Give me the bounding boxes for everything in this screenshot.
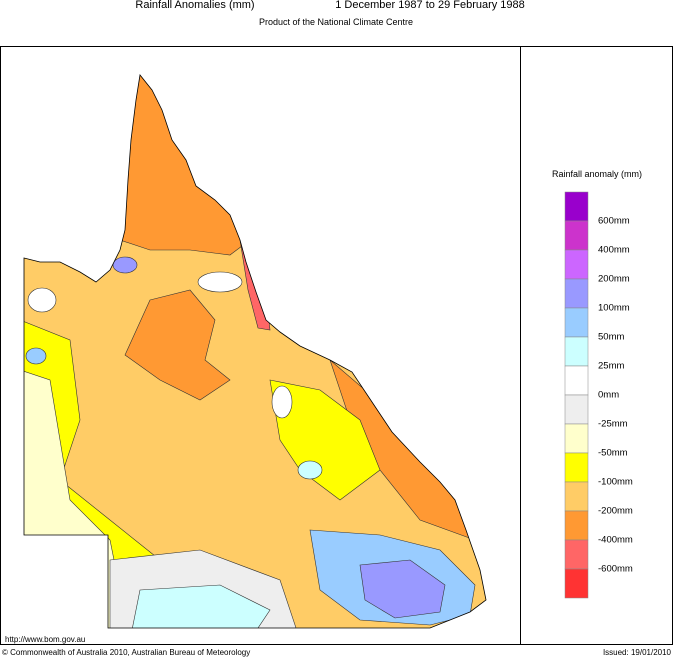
legend-swatch <box>564 423 589 454</box>
legend-label: 100mm <box>598 303 630 314</box>
legend-swatch <box>564 481 589 512</box>
region-southeast-violet <box>359 559 446 619</box>
region-inland-cyan <box>297 460 323 480</box>
legend-swatch <box>564 191 589 222</box>
legend-label: -50mm <box>598 448 628 459</box>
legend-swatch <box>564 336 589 367</box>
region-west-high <box>27 287 57 313</box>
region-west-blue <box>25 347 47 365</box>
region-cape-york <box>119 75 251 256</box>
legend: 600mm 400mm 200mm 100mm 50mm 25mm 0mm -25mm -50m… <box>564 191 633 599</box>
legend-swatch <box>564 510 589 541</box>
map-subtitle: Product of the National Climate Centre <box>259 17 413 27</box>
footer-copyright: © Commonwealth of Australia 2010, Austra… <box>2 648 250 657</box>
legend-label: 600mm <box>598 216 630 227</box>
legend-label: 25mm <box>598 361 624 372</box>
legend-swatch <box>564 278 589 309</box>
footer-url: http://www.bom.gov.au <box>5 635 85 644</box>
legend-swatch <box>564 452 589 483</box>
legend-label: 200mm <box>598 274 630 285</box>
legend-label: -600mm <box>598 564 633 575</box>
map-title: Rainfall Anomalies (mm) <box>135 0 254 11</box>
legend-swatch <box>564 220 589 251</box>
legend-swatch <box>564 365 589 396</box>
legend-swatch <box>564 539 589 570</box>
footer-issued: Issued: 19/01/2010 <box>603 648 672 657</box>
state-outline <box>23 74 487 629</box>
region-central-yellow <box>269 379 381 501</box>
legend-swatch <box>564 568 589 599</box>
map-period: 1 December 1987 to 29 February 1988 <box>335 0 525 11</box>
region-north-high <box>197 271 243 293</box>
legend-title: Rainfall anomaly (mm) <box>552 169 642 179</box>
legend-label: -400mm <box>598 535 633 546</box>
legend-label: -100mm <box>598 477 633 488</box>
region-central-high <box>271 385 293 419</box>
map-frame <box>0 46 673 645</box>
region-gulf-violet <box>112 256 138 274</box>
legend-swatch <box>564 394 589 425</box>
legend-swatch <box>564 307 589 338</box>
legend-label: -200mm <box>598 506 633 517</box>
legend-label: 0mm <box>598 390 619 401</box>
legend-label: 400mm <box>598 245 630 256</box>
legend-label: -25mm <box>598 419 628 430</box>
region-central-west <box>124 289 231 401</box>
map-regions <box>24 75 486 628</box>
region-south-cyan <box>129 584 271 628</box>
legend-label: 50mm <box>598 332 624 343</box>
legend-swatch <box>564 249 589 280</box>
